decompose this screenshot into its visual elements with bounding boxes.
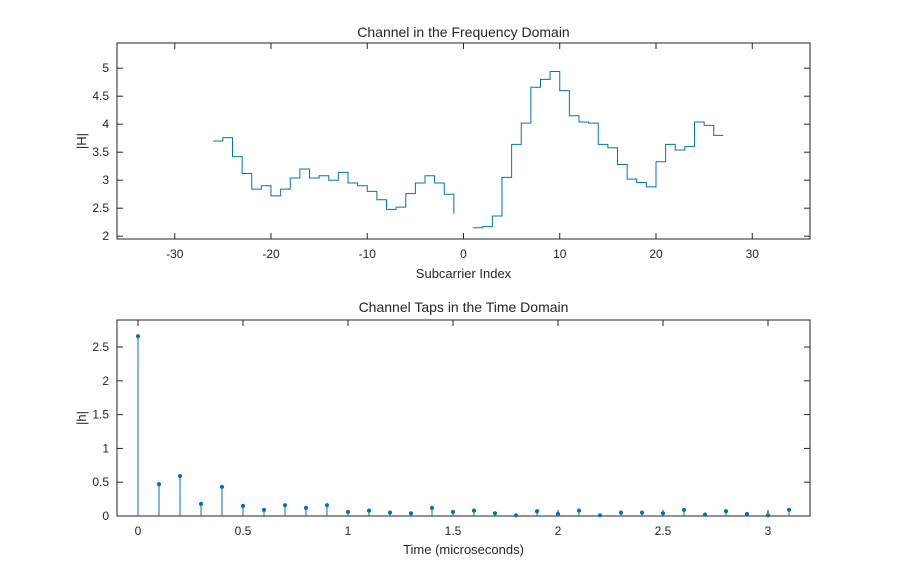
x-tick-label: 10: [553, 247, 567, 261]
stem-marker: [303, 505, 309, 510]
stem-marker: [387, 510, 393, 515]
time-axes-box: [116, 319, 811, 517]
x-tick-label: 2: [555, 524, 562, 538]
y-tick-label: 0: [102, 509, 109, 523]
stem-marker: [261, 507, 267, 513]
stem-marker: [324, 503, 330, 508]
time-series: [135, 334, 792, 518]
x-tick-label: 30: [746, 247, 760, 261]
frequency-series: [213, 71, 724, 229]
frequency-domain-axes: Channel in the Frequency Domain Subcarri…: [74, 24, 811, 281]
stem-marker: [660, 511, 666, 516]
x-tick-label: 20: [649, 247, 663, 261]
stem-marker: [723, 509, 729, 514]
stem-marker: [135, 334, 141, 339]
time-x-axis-label: Time (microseconds): [403, 542, 524, 557]
stem-marker: [429, 505, 435, 510]
y-tick-label: 0.5: [92, 475, 109, 489]
stairs-series-line: [473, 71, 724, 229]
stairs-series-line: [213, 137, 455, 214]
stem-marker: [555, 511, 561, 517]
y-tick-label: 3.5: [92, 145, 109, 159]
stem-marker: [156, 482, 162, 487]
y-tick-label: 4.5: [92, 89, 109, 103]
stem-marker: [744, 511, 750, 517]
frequency-y-axis-label: |H|: [74, 133, 89, 149]
stem-marker: [408, 511, 414, 516]
x-tick-label: 1.5: [445, 524, 462, 538]
stem-marker: [576, 508, 582, 513]
frequency-x-axis-label: Subcarrier Index: [416, 266, 512, 281]
time-chart-title: Channel Taps in the Time Domain: [359, 299, 569, 315]
y-tick-label: 4: [102, 117, 109, 131]
stem-marker: [765, 513, 771, 518]
time-ticks: 0 0.5 1 1.5 2 2.5 3 0 0.5 1 1.5 2 2.5: [92, 320, 810, 538]
y-tick-label: 1: [102, 441, 109, 455]
y-tick-label: 3: [102, 173, 109, 187]
x-tick-label: 0: [135, 524, 142, 538]
x-tick-label: 0.5: [235, 524, 252, 538]
x-tick-label: 2.5: [655, 524, 672, 538]
y-tick-label: 2.5: [92, 201, 109, 215]
stem-marker: [366, 508, 372, 513]
stem-marker: [618, 510, 624, 515]
y-tick-label: 1.5: [92, 408, 109, 422]
stem-marker: [198, 501, 204, 506]
stem-marker: [534, 509, 540, 514]
stem-marker: [786, 507, 792, 513]
y-tick-label: 2: [102, 374, 109, 388]
x-tick-label: -20: [262, 247, 280, 261]
stem-marker: [471, 508, 477, 513]
y-tick-label: 2.5: [92, 340, 109, 354]
stem-marker: [702, 512, 708, 517]
stem-marker: [513, 513, 519, 518]
x-tick-label: -30: [166, 247, 184, 261]
stem-marker: [597, 513, 603, 518]
x-tick-label: -10: [359, 247, 377, 261]
stem-marker: [282, 503, 288, 508]
frequency-chart-title: Channel in the Frequency Domain: [357, 24, 569, 40]
x-tick-label: 3: [765, 524, 772, 538]
x-tick-label: 0: [460, 247, 467, 261]
stem-marker: [177, 474, 183, 479]
time-y-axis-label: |h|: [74, 411, 89, 425]
stem-marker: [240, 503, 246, 508]
stem-marker: [450, 509, 456, 515]
frequency-ticks: -30 -20 -10 0 10 20 30 2 2.5 3 3.5 4 4.5 5: [92, 43, 810, 261]
stem-marker: [219, 484, 225, 490]
y-tick-label: 5: [102, 61, 109, 75]
stem-marker: [345, 509, 351, 515]
stem-marker: [639, 510, 645, 515]
time-domain-axes: Channel Taps in the Time Domain Time (mi…: [74, 299, 811, 557]
y-tick-label: 2: [102, 229, 109, 243]
x-tick-label: 1: [345, 524, 352, 538]
stem-marker: [492, 511, 498, 516]
stem-marker: [681, 507, 687, 513]
